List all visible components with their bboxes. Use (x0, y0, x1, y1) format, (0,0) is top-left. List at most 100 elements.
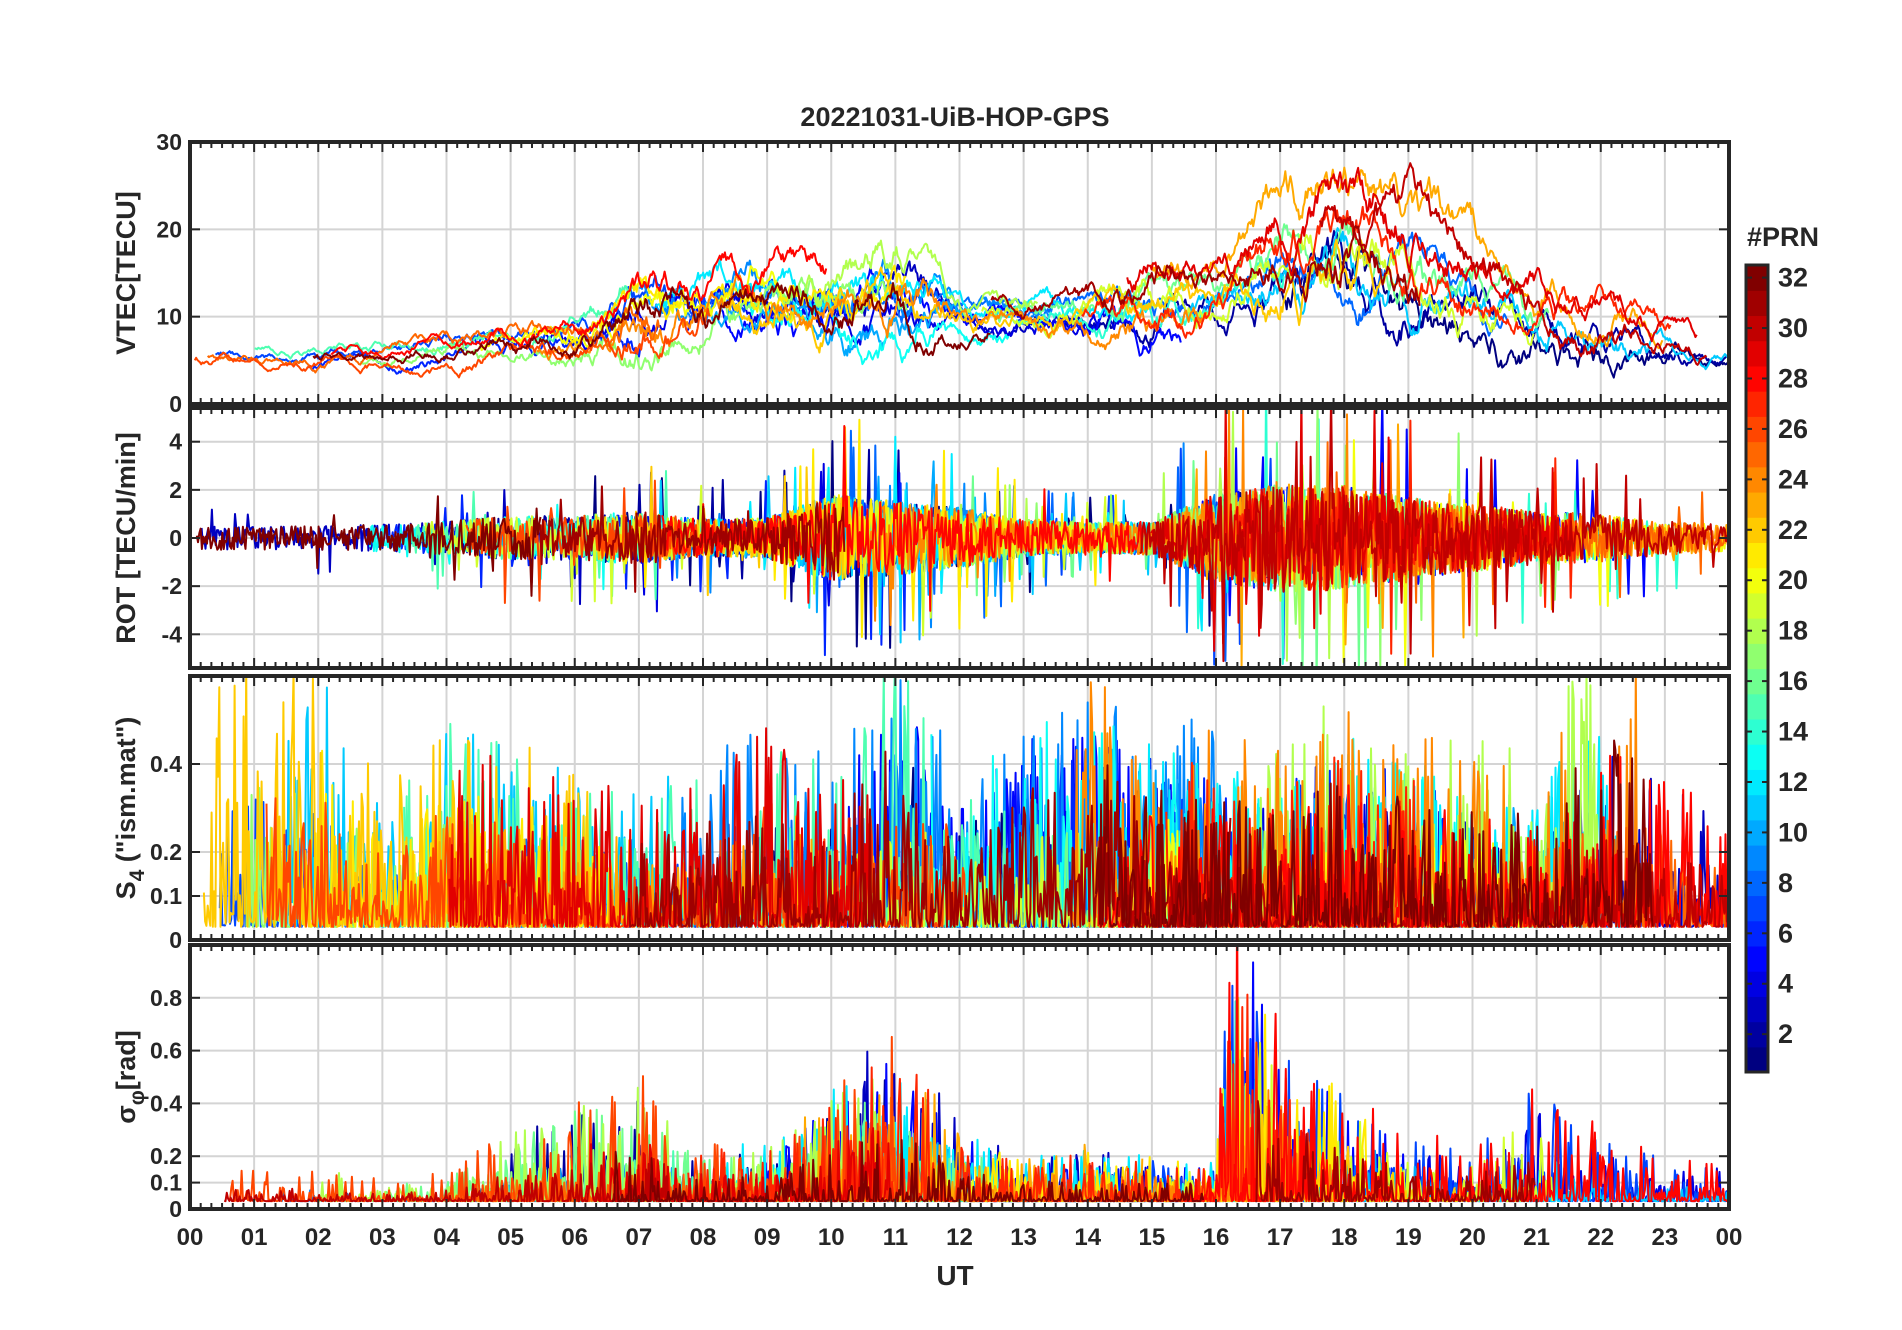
vtec-series-prn-27 (1081, 205, 1672, 339)
colorbar-band (1746, 265, 1768, 291)
vtec-y-tick-label: 20 (156, 216, 182, 242)
sigma_phi-series-prn-30 (223, 1162, 669, 1203)
rot-y-tick-label: -2 (162, 573, 182, 599)
vtec-y-tick-label: 10 (156, 304, 182, 330)
colorbar-tick-label: 28 (1778, 363, 1808, 393)
x-tick-label: 00 (1716, 1224, 1743, 1251)
rot-series-prn-32 (195, 495, 542, 597)
s4-y-tick-label: 0 (169, 927, 182, 953)
sigma_phi-series-prn-31 (1254, 1100, 1536, 1203)
vtec-series-prn-18 (774, 239, 1039, 319)
x-tick-label: 01 (241, 1224, 268, 1251)
vtec-series-prn-23 (1150, 166, 1664, 350)
panel-vtec: 0 10 20 30 VTEC[TECU] (111, 129, 1731, 417)
colorbar-tick-label: 10 (1778, 817, 1808, 847)
x-tick-label: 18 (1331, 1224, 1358, 1251)
sigma_phi-y-tick-label: 0.2 (150, 1143, 182, 1169)
s4-series-prn-31 (627, 750, 1232, 928)
x-tick-label: 03 (369, 1224, 396, 1251)
sigma_phi-x-ticks (189, 945, 1730, 1209)
vtec-series-prn-22 (725, 238, 1397, 354)
sigma_phi-y-tick-label: 0.1 (150, 1170, 182, 1196)
colorbar-tick-label: 8 (1778, 868, 1793, 898)
colorbar-title: #PRN (1747, 222, 1819, 252)
x-tick-label: 05 (497, 1224, 524, 1251)
colorbar-band (1746, 416, 1768, 443)
panel-rot: -4 -2 0 2 4 ROT [TECU/min] (111, 406, 1731, 670)
x-tick-label: 17 (1267, 1224, 1294, 1251)
colorbar-band (1746, 895, 1768, 922)
rot-y-tick-label: 2 (169, 477, 182, 503)
x-tick-label: 04 (433, 1224, 460, 1251)
colorbar-tick-label: 2 (1778, 1019, 1793, 1049)
colorbar-tick-label: 30 (1778, 313, 1808, 343)
x-tick-label: 14 (1074, 1224, 1101, 1251)
vtec-y-tick-label: 30 (156, 129, 182, 155)
vtec-y-axis-label: VTEC[TECU] (111, 191, 141, 355)
sigma_phi-series-prn-28 (1184, 945, 1729, 1203)
colorbar-band (1746, 945, 1768, 972)
x-tick-label: 13 (1010, 1224, 1037, 1251)
x-tick-label: 20 (1459, 1224, 1486, 1251)
rot-x-ticks (189, 408, 1730, 668)
colorbar-band (1746, 340, 1768, 367)
colorbar-band (1746, 744, 1768, 770)
x-tick-label: 15 (1139, 1224, 1166, 1251)
x-tick-label: 02 (305, 1224, 332, 1251)
x-tick-label: 11 (883, 1224, 908, 1251)
colorbar-tick-label: 26 (1778, 414, 1808, 444)
s4-traces (202, 676, 1729, 928)
rot-y-tick-label: -4 (162, 621, 183, 647)
colorbar-band (1746, 491, 1768, 518)
colorbar-band (1746, 290, 1768, 317)
vtec-series-prn-30 (1319, 162, 1708, 366)
colorbar-band (1746, 1021, 1768, 1048)
x-tick-label: 23 (1652, 1224, 1679, 1251)
colorbar-tick-label: 32 (1778, 263, 1808, 293)
vtec-traces (193, 162, 1729, 379)
x-tick-label: 10 (818, 1224, 845, 1251)
colorbar-tick-label: 4 (1778, 969, 1793, 999)
sigma_phi-series-prn-32 (611, 1139, 1205, 1203)
colorbar-band (1746, 819, 1768, 846)
rot-series-prn-30 (1139, 408, 1729, 663)
s4-y-tick-label: 0.4 (150, 751, 182, 777)
vtec-series-prn-17 (360, 276, 908, 372)
colorbar-band (1746, 567, 1768, 594)
colorbar-tick-label: 20 (1778, 565, 1808, 595)
vtec-x-ticks (189, 142, 1730, 404)
sigma_phi-traces (223, 945, 1729, 1203)
colorbar-band (1746, 466, 1768, 493)
rot-y-axis-label: ROT [TECU/min] (111, 432, 141, 643)
chart-title: 20221031-UiB-HOP-GPS (800, 102, 1109, 132)
s4-y-axis-label: S4 ("ism.mat") (111, 717, 149, 900)
vtec-series-prn-31 (990, 225, 1421, 320)
colorbar-band (1746, 693, 1768, 720)
colorbar-band (1746, 668, 1768, 695)
colorbar-band (1746, 441, 1768, 468)
colorbar-band (1746, 391, 1768, 417)
s4-y-tick-label: 0.2 (150, 839, 182, 865)
vtec-series-prn-19 (981, 234, 1535, 346)
x-tick-labels: 00 01 02 03 04 05 06 07 08 09 10 11 12 13 14 15 16 17 18 19… (177, 1224, 1743, 1251)
colorbar-tick-label: 12 (1778, 767, 1808, 797)
colorbar-band (1746, 592, 1768, 619)
sigma_phi-y-tick-label: 0.6 (150, 1038, 182, 1064)
x-tick-label: 06 (561, 1224, 588, 1251)
panel-sigma_phi: 00.10.2 0.4 0.6 0.8σφ[rad] (111, 943, 1731, 1222)
colorbar-band (1746, 718, 1768, 745)
colorbar-band (1746, 542, 1768, 569)
colorbar-tick-label: 18 (1778, 616, 1808, 646)
colorbar-tick-label: 24 (1778, 464, 1808, 494)
vtec-series-prn-1 (1280, 242, 1729, 379)
s4-series-prn-32 (1095, 739, 1654, 928)
vtec-series-prn-10 (703, 287, 970, 357)
vtec-y-tick-label: 0 (169, 391, 182, 417)
colorbar-band (1746, 769, 1768, 796)
colorbar-band (1746, 870, 1768, 897)
x-tick-label: 21 (1523, 1224, 1550, 1251)
sigma_phi-y-tick-label: 0.4 (150, 1090, 182, 1116)
